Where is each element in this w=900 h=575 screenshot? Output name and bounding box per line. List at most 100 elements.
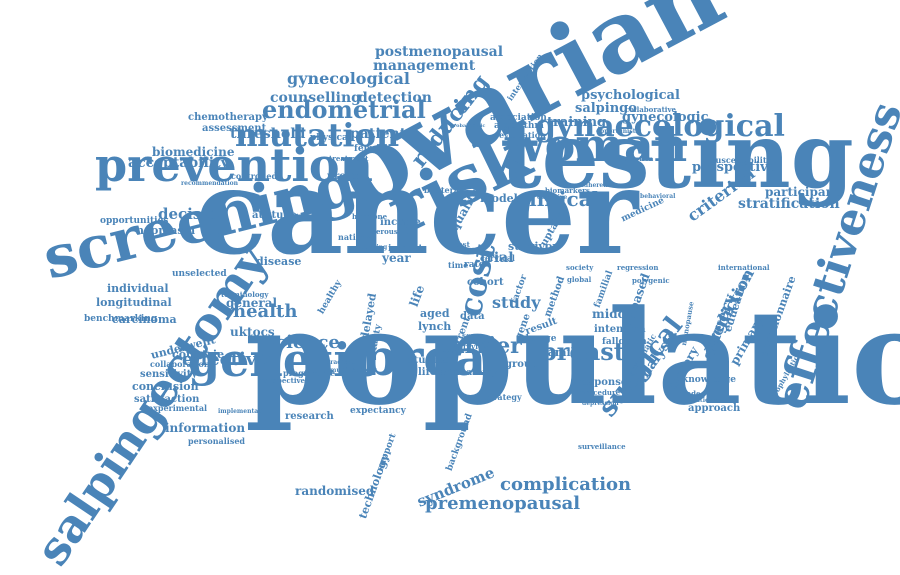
word-terminology: terminology (221, 290, 269, 300)
word-assessment: assessment (202, 122, 267, 134)
word-chemotherapy: chemotherapy (188, 111, 268, 123)
word-carrier: carrier (437, 332, 522, 359)
word-serous: serous (372, 227, 398, 237)
word-cervical: cervical (480, 253, 515, 264)
word-brca: brca (362, 328, 487, 387)
word-clinical: clinical (517, 186, 600, 211)
word-individual: individual (107, 281, 169, 295)
word-genetic: genetic (188, 333, 379, 388)
word-carcinoma: carcinoma (112, 312, 177, 326)
word-premenopausal: premenopausal (425, 493, 581, 515)
word-aged: aged (420, 306, 450, 320)
word-adherence: adherence (580, 182, 616, 190)
word-anatomy: anatomy (454, 367, 498, 378)
word-mutation: mutation (235, 115, 400, 154)
word-information: information (165, 421, 246, 436)
word-decision: decision (158, 204, 228, 223)
word-general: general (226, 296, 278, 311)
word-gynecological: gynecological (287, 68, 410, 88)
word-prevention: prevention (95, 138, 373, 193)
word-psychological: psychological (581, 88, 680, 104)
word-society: society (566, 263, 594, 273)
word-approach: approach (688, 402, 741, 414)
word-hormone: hormone (352, 212, 388, 222)
word-global: global (567, 275, 592, 285)
word-randomised: randomised (295, 484, 375, 499)
word-satisfaction: satisfaction (134, 393, 200, 405)
word-objective: objective (537, 194, 568, 202)
word-biomedicine: biomedicine (152, 145, 235, 160)
word-studies: studies (408, 354, 449, 366)
word-endometrial: endometrial (262, 95, 426, 125)
word-science: science (265, 332, 340, 354)
word-acceptability: acceptability (128, 154, 229, 171)
word-association: association (490, 112, 547, 123)
word-controlled: controlled (231, 171, 278, 182)
word-uktocs: uktocs (230, 325, 275, 340)
word-prospective: prospective (692, 160, 776, 176)
word-group: group (505, 358, 539, 370)
word-postmenopausal: postmenopausal (375, 43, 504, 60)
word-population: population (245, 281, 900, 435)
word-implementation: implementation (218, 408, 272, 416)
word-test: test (455, 240, 470, 250)
word-testing: testing (500, 103, 854, 210)
word-disease: disease (256, 254, 302, 268)
word-making: making (362, 244, 388, 252)
word-participant: participant (765, 185, 840, 200)
word-conclusion: conclusion (132, 379, 199, 393)
word-susceptibility: susceptibility (711, 155, 772, 166)
word-effective: effective (182, 349, 268, 371)
word-review: review (463, 342, 489, 352)
word-breast: breast (540, 337, 625, 367)
word-income: income (380, 216, 421, 228)
word-score: score (462, 331, 484, 341)
word-rate: rate (464, 259, 485, 270)
word-knowledge: knowledge (682, 374, 736, 385)
word-gynecologic: gynecologic (622, 110, 709, 126)
word-lifetime: lifetime (418, 366, 462, 378)
word-unselected: unselected (172, 268, 227, 279)
word-woman: woman (505, 118, 688, 173)
word-time: time (448, 260, 469, 271)
word-surveillance: surveillance (578, 442, 626, 452)
word-opportunities: opportunities (100, 215, 169, 226)
word-multicentre: multicentre (330, 367, 370, 375)
word-cancer: cancer (195, 142, 639, 282)
word-grade: grade (678, 389, 701, 399)
word-salpingo: salpingo (575, 101, 637, 117)
word-opportunistic: opportunistic (596, 128, 642, 136)
word-middle: middle (592, 307, 639, 322)
word-intention: intention (594, 323, 646, 335)
word-treatment: treatment (329, 154, 369, 164)
word-family: family (543, 345, 582, 359)
word-counselling: counselling (270, 89, 361, 106)
word-regression: regression (617, 263, 659, 273)
word-attitude: attitude (252, 209, 297, 221)
word-expectancy: expectancy (350, 405, 406, 416)
word-educational: educational (680, 397, 720, 405)
word-data: data (460, 310, 485, 322)
word-fallopian: fallopian (602, 336, 647, 347)
word-neoplasm: neoplasm (136, 223, 196, 237)
word-cohort: cohort (467, 276, 504, 288)
word-stratification: stratification (738, 195, 840, 212)
word-model: model (480, 191, 518, 205)
word-international: international (718, 263, 770, 273)
word-algorithm: algorithm (494, 120, 544, 131)
word-protein: protein (327, 170, 368, 182)
word-polygenic: polygenic (632, 276, 670, 286)
word-gradient: gradient (326, 359, 355, 367)
word-year: year (382, 251, 411, 266)
word-lynch: lynch (418, 319, 452, 333)
word-depression: depression (582, 400, 619, 408)
word-collaborative: collaborative (625, 105, 676, 115)
word-perspective: perspective (260, 376, 306, 386)
word-detection: detection (358, 89, 432, 106)
word-longitudinal: longitudinal (96, 295, 172, 309)
word-patient: patient (350, 125, 407, 142)
word-study: study (492, 292, 541, 312)
word-evaluation: evaluation (499, 130, 546, 141)
word-experimental: experimental (148, 403, 208, 414)
